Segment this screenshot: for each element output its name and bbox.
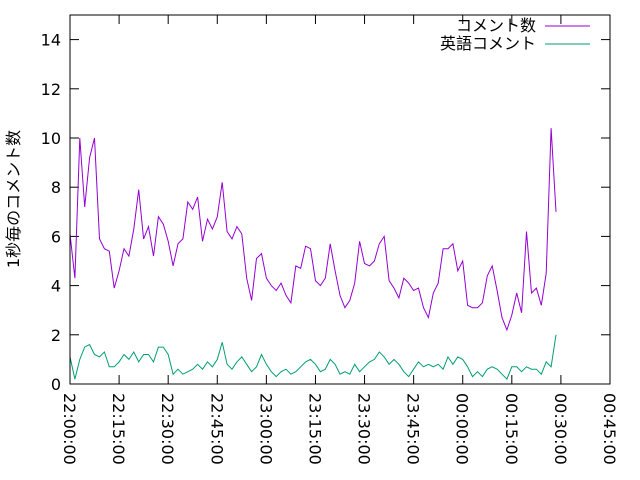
- y-axis-label: 1秒毎のコメント数: [4, 130, 23, 268]
- y-tick-label: 0: [51, 375, 61, 394]
- x-tick-label: 22:30:00: [158, 393, 177, 465]
- y-tick-label: 12: [41, 80, 61, 99]
- y-tick-label: 4: [51, 277, 61, 296]
- plot-frame: [69, 14, 611, 385]
- x-tick-label: 00:00:00: [453, 393, 472, 465]
- y-tick-label: 2: [51, 326, 61, 345]
- x-tick-label: 23:00:00: [256, 393, 275, 465]
- legend-label: コメント数: [456, 16, 536, 35]
- x-axis-ticks: 22:00:00 22:15:00 22:30:00 22:45:00 23:00:00…: [60, 15, 619, 465]
- x-tick-label: 22:45:00: [207, 393, 226, 465]
- series-line-2: [69, 334, 557, 380]
- x-tick-label: 00:30:00: [551, 393, 570, 465]
- y-axis-ticks: 0 2 4 6 8 10 12 14: [41, 31, 610, 394]
- x-tick-label: 22:00:00: [60, 393, 79, 465]
- y-tick-label: 6: [51, 227, 61, 246]
- x-tick-label: 23:15:00: [305, 393, 324, 465]
- x-tick-label: 23:30:00: [355, 393, 374, 465]
- x-tick-label: 00:45:00: [600, 393, 619, 465]
- y-tick-label: 10: [41, 129, 61, 148]
- x-tick-label: 23:45:00: [404, 393, 423, 465]
- y-tick-label: 8: [51, 178, 61, 197]
- y-tick-label: 14: [41, 31, 61, 50]
- x-tick-label: 22:15:00: [109, 393, 128, 465]
- series-line-1: [69, 128, 557, 332]
- legend-label: 英語コメント: [440, 34, 536, 53]
- x-tick-label: 00:15:00: [502, 393, 521, 465]
- series-lines: [69, 128, 557, 380]
